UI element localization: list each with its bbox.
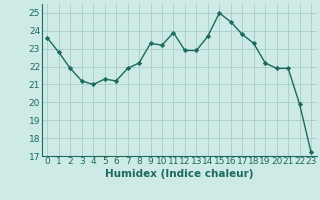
X-axis label: Humidex (Indice chaleur): Humidex (Indice chaleur): [105, 169, 253, 179]
